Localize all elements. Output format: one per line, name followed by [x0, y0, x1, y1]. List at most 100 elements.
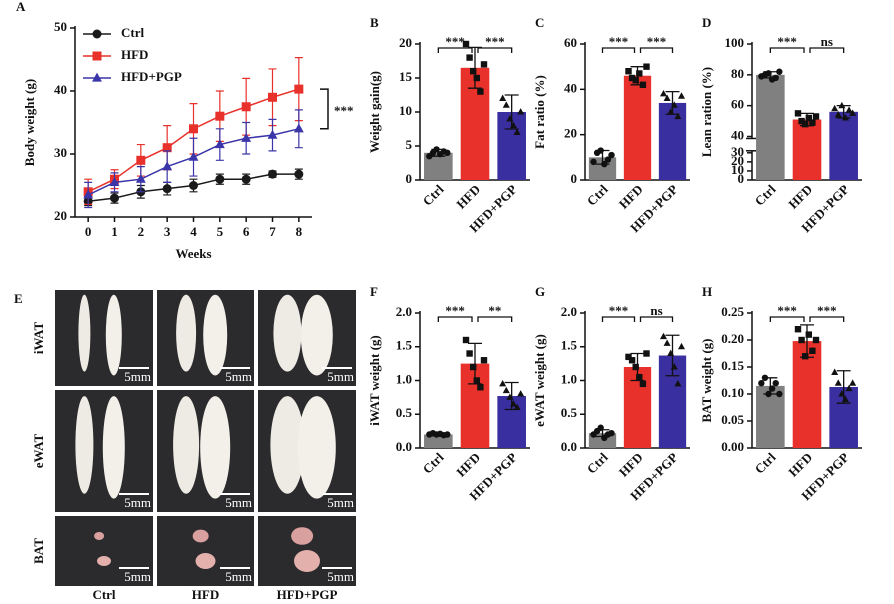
- error-bar: [836, 370, 851, 404]
- marker: [674, 380, 682, 387]
- marker: [480, 357, 488, 364]
- x-axis-label: Weeks: [175, 246, 211, 261]
- marker: [241, 174, 251, 184]
- y-tick-label: 0.10: [721, 385, 744, 400]
- y-tick-label: 1.5: [561, 338, 578, 353]
- marker: [632, 77, 639, 84]
- significance-label: ***: [647, 34, 667, 49]
- significance-label: ***: [777, 303, 797, 318]
- bar: [658, 102, 687, 180]
- marker: [92, 51, 102, 61]
- marker: [667, 108, 675, 115]
- marker: [659, 90, 668, 97]
- marker: [444, 431, 451, 438]
- tissue: [195, 553, 216, 569]
- y-axis-label: eWAT weight (g): [532, 334, 547, 427]
- scale-bar-label: 5mm: [327, 569, 354, 584]
- scale-bar-label: 5mm: [225, 369, 252, 384]
- marker: [597, 424, 604, 431]
- marker: [834, 111, 842, 118]
- marker: [643, 63, 650, 70]
- marker: [812, 113, 820, 120]
- tissue: [300, 294, 333, 376]
- scale-bar-label: 5mm: [124, 569, 151, 584]
- marker: [477, 384, 484, 391]
- tissue: [291, 527, 314, 545]
- x-tick-label: 2: [138, 224, 145, 239]
- y-tick-label: 0.20: [721, 331, 744, 346]
- column-label: HFD+PGP: [277, 587, 338, 602]
- marker: [608, 151, 615, 159]
- marker: [513, 403, 521, 411]
- y-axis-label: Lean ration (%): [699, 67, 714, 157]
- marker: [188, 151, 199, 161]
- marker: [162, 143, 172, 153]
- marker: [831, 104, 839, 112]
- marker: [677, 342, 686, 350]
- x-tick-label: 5: [217, 224, 224, 239]
- marker: [110, 193, 119, 203]
- x-tick-label: HFD: [453, 450, 483, 480]
- marker: [506, 114, 514, 122]
- panel-label: A: [16, 0, 26, 14]
- marker: [92, 72, 102, 82]
- marker: [765, 390, 772, 398]
- marker: [768, 385, 776, 392]
- marker: [517, 390, 525, 397]
- marker: [798, 117, 805, 125]
- marker: [659, 332, 668, 340]
- x-tick-label: Ctrl: [420, 181, 447, 208]
- marker: [761, 374, 769, 381]
- significance-label: ***: [609, 303, 629, 318]
- x-tick-label: 4: [190, 224, 197, 239]
- y-tick-label: 0.25: [721, 304, 744, 319]
- marker: [466, 54, 473, 61]
- marker: [470, 363, 477, 371]
- marker: [776, 68, 783, 75]
- marker: [812, 336, 820, 344]
- significance-bracket: [601, 47, 636, 53]
- marker: [462, 336, 470, 344]
- column-label: Ctrl: [92, 587, 115, 602]
- marker: [480, 61, 488, 68]
- y-tick-label: 0.5: [396, 405, 413, 420]
- legend-label: HFD+PGP: [121, 69, 182, 84]
- marker: [838, 390, 846, 397]
- marker: [632, 363, 639, 371]
- marker: [794, 326, 802, 333]
- y-tick-label: 15: [399, 69, 413, 84]
- column-label: HFD: [192, 587, 219, 602]
- marker: [667, 349, 675, 357]
- panel-label: G: [535, 284, 545, 299]
- y-tick-label: 40: [564, 80, 577, 95]
- marker: [628, 357, 636, 364]
- x-tick-label: HFD: [785, 182, 815, 212]
- bar: [623, 75, 652, 180]
- panel-label: B: [370, 15, 379, 30]
- y-tick-label: 0: [738, 171, 745, 186]
- y-tick-label: 20: [731, 153, 744, 168]
- photo: [55, 290, 153, 386]
- marker: [189, 181, 198, 190]
- y-tick-label: 2.0: [561, 304, 577, 319]
- marker: [499, 94, 507, 101]
- tissue: [297, 396, 336, 499]
- significance-bracket: [639, 316, 674, 322]
- significance-label: ns: [650, 303, 662, 318]
- tissue: [203, 294, 228, 376]
- marker: [831, 368, 839, 375]
- marker: [636, 70, 643, 77]
- marker: [805, 331, 812, 338]
- panel-label: D: [702, 15, 711, 30]
- marker: [849, 109, 857, 116]
- y-tick-label: 2.0: [396, 304, 412, 319]
- marker: [597, 147, 604, 154]
- marker: [639, 81, 647, 88]
- scale-bar-label: 5mm: [124, 369, 151, 384]
- y-tick-label: 20: [54, 208, 67, 223]
- marker: [845, 384, 853, 392]
- significance-label: ***: [609, 34, 629, 49]
- marker: [83, 189, 94, 199]
- x-tick-label: HFD: [453, 182, 483, 212]
